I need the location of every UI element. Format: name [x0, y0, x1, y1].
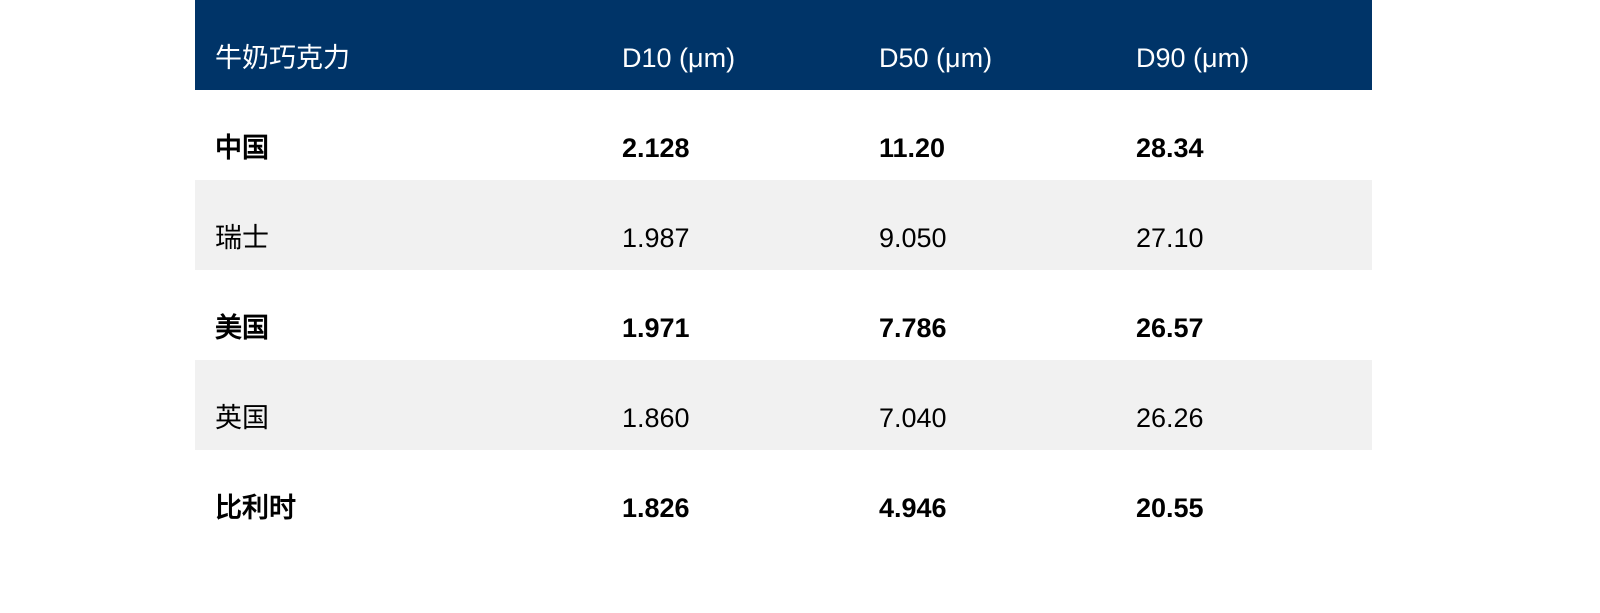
table-cell: 26.26: [1136, 403, 1204, 433]
table-cell: 比利时: [215, 493, 296, 523]
table-cell: 9.050: [879, 223, 947, 253]
header-cell: D50 (μm): [879, 43, 993, 73]
header-cell: D10 (μm): [622, 43, 736, 73]
table-row: 美国 1.971 7.786 26.57: [195, 270, 1372, 360]
table-cell: 2.128: [622, 133, 690, 163]
table-row: 中国 2.128 11.20 28.34: [195, 90, 1372, 180]
table-cell: 瑞士: [215, 223, 269, 253]
table-cell: 28.34: [1136, 133, 1204, 163]
table-cell: 中国: [215, 133, 269, 163]
table-cell: 11.20: [879, 133, 946, 163]
table-cell: 1.971: [622, 313, 690, 343]
table-row: 比利时 1.826 4.946 20.55: [195, 450, 1372, 540]
table-cell: 26.57: [1136, 313, 1204, 343]
table-cell: 英国: [215, 403, 269, 433]
table-row: 瑞士 1.987 9.050 27.10: [195, 180, 1372, 270]
table-cell: 1.860: [622, 403, 690, 433]
table-cell: 美国: [215, 313, 269, 343]
table-cell: 27.10: [1136, 223, 1204, 253]
table-cell: 4.946: [879, 493, 947, 523]
header-row: 牛奶巧克力 D10 (μm) D50 (μm) D90 (μm): [195, 0, 1372, 90]
table-cell: 20.55: [1136, 493, 1204, 523]
table-cell: 7.040: [879, 403, 947, 433]
table-cell: 1.826: [622, 493, 690, 523]
table-cell: 7.786: [879, 313, 947, 343]
header-cell: 牛奶巧克力: [215, 43, 350, 73]
table-row: 英国 1.860 7.040 26.26: [195, 360, 1372, 450]
table-cell: 1.987: [622, 223, 690, 253]
table: 牛奶巧克力 D10 (μm) D50 (μm) D90 (μm) 中国 2.128 11.2…: [195, 0, 1372, 540]
header-cell: D90 (μm): [1136, 43, 1250, 73]
